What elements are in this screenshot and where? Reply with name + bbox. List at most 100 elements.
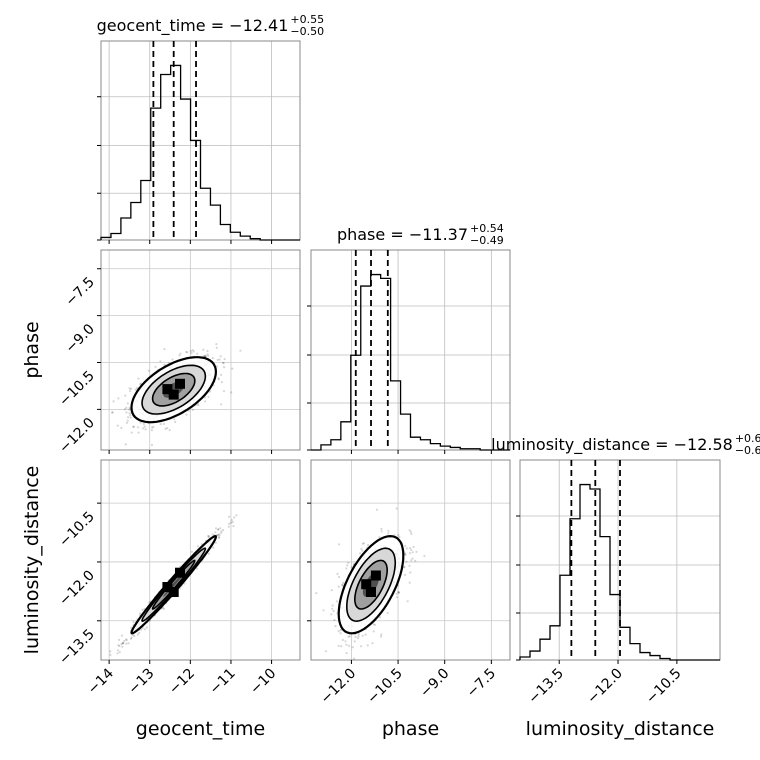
scatter-point xyxy=(209,390,212,393)
scatter-point xyxy=(398,535,401,538)
panel-title-lower-error-luminosity-distance: −0.61 xyxy=(735,444,760,457)
density-peak-cell xyxy=(175,378,185,389)
scatter-point xyxy=(410,548,413,552)
scatter-point xyxy=(339,632,342,635)
plot-frame xyxy=(100,459,301,661)
scatter-point xyxy=(219,527,222,530)
scatter-point xyxy=(159,360,162,363)
scatter-point xyxy=(150,443,154,446)
scatter-point xyxy=(347,561,350,564)
scatter-point xyxy=(151,426,154,429)
scatter-point xyxy=(361,542,364,545)
scatter-point xyxy=(380,633,383,636)
scatter-point xyxy=(123,408,126,411)
scatter-point xyxy=(126,402,129,405)
scatter-point xyxy=(191,349,194,352)
plot-frame xyxy=(310,249,511,451)
y-tick-label-phase: −10.5 xyxy=(56,368,98,410)
scatter-point xyxy=(315,592,318,595)
x-tick-label-phase: −12.0 xyxy=(318,666,360,708)
scatter-point xyxy=(207,534,210,538)
scatter-point xyxy=(111,411,114,414)
scatter-point xyxy=(129,414,132,417)
scatter-point xyxy=(233,516,236,519)
scatter-point xyxy=(121,645,124,648)
scatter-point xyxy=(337,585,340,588)
y-tick-label-phase: −12.0 xyxy=(56,415,98,457)
scatter-point xyxy=(220,373,223,376)
scatter-point xyxy=(185,413,188,416)
scatter-point xyxy=(123,639,126,643)
scatter-point xyxy=(189,350,192,353)
phase-vs-luminosity-distance-panel xyxy=(310,459,511,661)
scatter-point xyxy=(346,564,349,567)
panel-title-lower-error-phase: −0.49 xyxy=(470,234,504,247)
scatter-point xyxy=(152,425,155,429)
scatter-point xyxy=(408,581,411,584)
scatter-point xyxy=(398,591,401,594)
y-axis-label-phase: phase xyxy=(21,321,43,378)
scatter-point xyxy=(218,358,221,361)
density-peak-cell xyxy=(175,567,185,578)
scatter-point xyxy=(351,646,354,649)
scatter-point xyxy=(211,533,214,536)
scatter-point xyxy=(121,642,124,645)
scatter-point xyxy=(232,524,235,528)
x-tick-label-luminosity-distance: −13.5 xyxy=(525,666,567,708)
scatter-point xyxy=(186,351,189,354)
scatter-point xyxy=(342,581,345,585)
scatter-point xyxy=(350,566,353,569)
scatter-point xyxy=(379,635,383,638)
scatter-point xyxy=(335,600,339,603)
scatter-point xyxy=(404,573,407,577)
geocent-time-histogram-panel xyxy=(97,40,301,241)
scatter-point xyxy=(214,527,218,530)
scatter-point xyxy=(134,388,137,391)
scatter-point xyxy=(406,600,409,603)
scatter-point xyxy=(331,604,334,607)
scatter-point xyxy=(162,607,166,610)
y-tick-label-phase: −9.0 xyxy=(62,321,97,356)
scatter-point xyxy=(380,527,383,531)
scatter-point xyxy=(333,618,336,622)
scatter-point xyxy=(339,629,342,632)
scatter-point xyxy=(207,354,210,357)
scatter-point xyxy=(192,350,195,353)
scatter-point xyxy=(164,427,167,430)
scatter-point xyxy=(207,535,211,538)
scatter-point xyxy=(341,638,344,642)
scatter-point xyxy=(330,589,333,592)
scatter-point xyxy=(395,592,398,595)
geocent-time-vs-phase-panel xyxy=(100,249,301,451)
scatter-point xyxy=(411,551,414,554)
scatter-point xyxy=(322,609,325,612)
scatter-point xyxy=(229,521,233,524)
scatter-point xyxy=(148,601,151,604)
scatter-point xyxy=(219,355,222,358)
scatter-point xyxy=(215,346,218,349)
scatter-point xyxy=(207,395,210,398)
scatter-point xyxy=(191,408,194,411)
scatter-point xyxy=(132,620,135,624)
scatter-point xyxy=(202,348,205,351)
scatter-point xyxy=(206,349,209,353)
panel-titles: geocent_time = −12.41 +0.55−0.50 phase = −… xyxy=(97,13,760,457)
scatter-point xyxy=(415,550,418,554)
panel-title-upper-error-geocent-time: +0.55 xyxy=(290,13,324,26)
scatter-point xyxy=(129,390,132,393)
panel-title-luminosity-distance: luminosity_distance = −12.58 xyxy=(491,435,733,455)
geocent-time-vs-luminosity-distance-panel xyxy=(100,459,301,661)
scatter-point xyxy=(202,355,205,358)
scatter-point xyxy=(127,642,130,645)
scatter-point xyxy=(386,611,389,614)
density-peak-cell xyxy=(162,582,173,592)
scatter-point xyxy=(337,644,340,648)
scatter-point xyxy=(173,418,176,421)
scatter-point xyxy=(357,633,360,636)
scatter-point xyxy=(141,608,144,611)
density-peak-cell xyxy=(162,384,173,395)
scatter-point xyxy=(344,640,347,643)
plot-frame xyxy=(100,40,301,241)
scatter-point xyxy=(143,425,146,428)
scatter-point xyxy=(132,425,135,428)
